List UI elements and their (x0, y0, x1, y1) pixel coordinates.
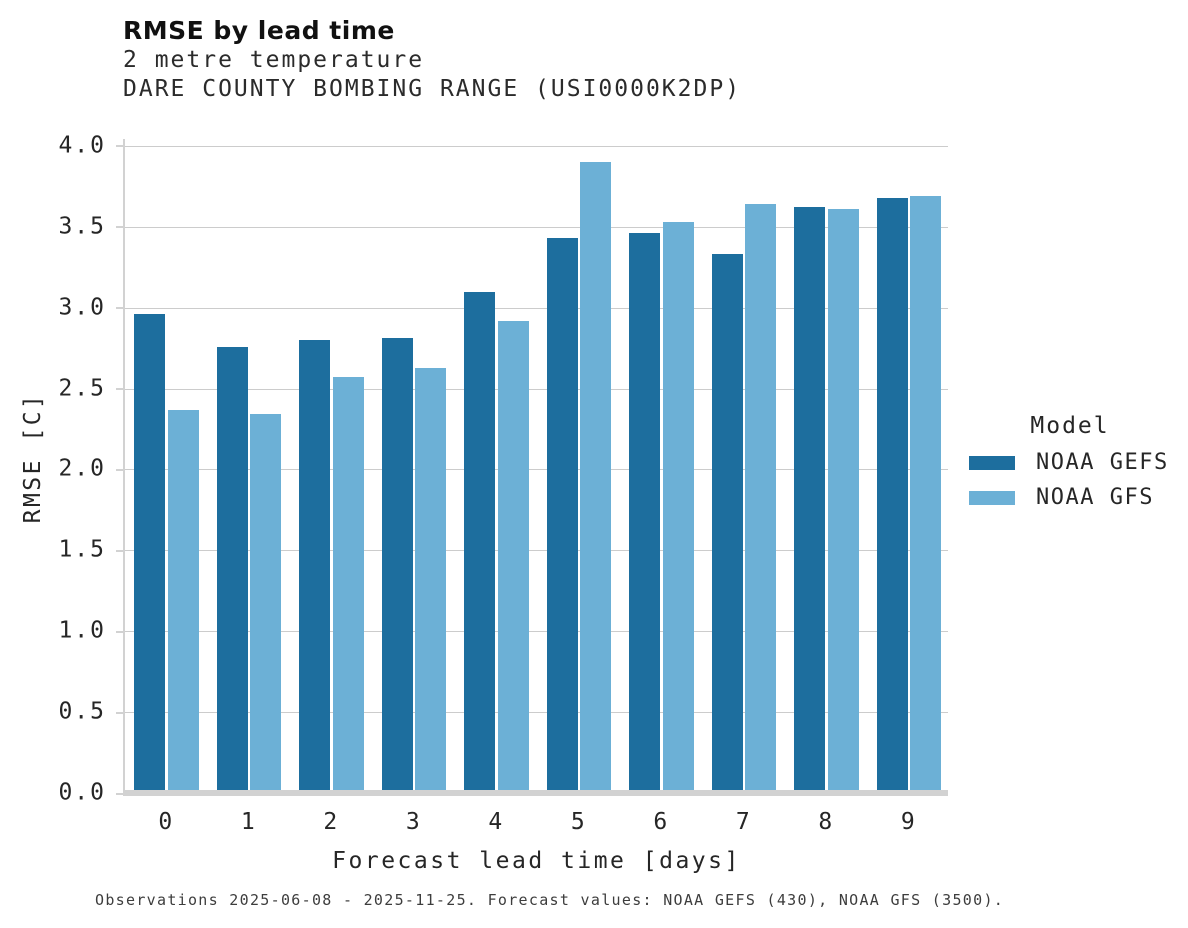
gridline (125, 550, 948, 552)
bar-noaa-gfs-lead-1 (250, 414, 281, 793)
y-tick-mark (116, 307, 123, 310)
x-tick-label: 8 (818, 809, 835, 835)
chart-subtitle-station: DARE COUNTY BOMBING RANGE (USI0000K2DP) (123, 76, 742, 102)
bar-noaa-gfs-lead-8 (827, 209, 859, 793)
bar-noaa-gfs-lead-2 (332, 377, 364, 793)
y-tick-label: 4.0 (58, 132, 106, 159)
bar-noaa-gfs-lead-7 (745, 204, 776, 793)
bar-noaa-gefs-lead-7 (711, 254, 743, 793)
bar-noaa-gfs-lead-4 (497, 320, 529, 793)
gridline (125, 631, 948, 633)
y-tick-mark (116, 226, 123, 229)
legend-item-label: NOAA GEFS (1036, 450, 1169, 475)
bar-noaa-gefs-lead-8 (794, 207, 825, 793)
bar-noaa-gefs-lead-3 (381, 338, 413, 793)
bar-noaa-gefs-lead-1 (216, 346, 248, 793)
x-tick-label: 3 (405, 809, 422, 835)
gridline (125, 388, 948, 390)
legend-swatch-icon (969, 455, 1015, 470)
bar-noaa-gefs-lead-0 (134, 314, 165, 793)
legend-item-label: NOAA GFS (1036, 485, 1154, 510)
y-tick-label: 1.5 (58, 536, 106, 563)
y-tick-label: 2.0 (58, 455, 106, 482)
bar-noaa-gefs-lead-9 (876, 197, 908, 793)
x-tick-label: 6 (653, 809, 670, 835)
y-tick-mark (116, 711, 123, 714)
y-tick-mark (116, 468, 123, 471)
y-tick-label: 0.5 (58, 698, 106, 725)
bar-noaa-gfs-lead-6 (662, 221, 694, 793)
bar-noaa-gefs-lead-5 (546, 238, 578, 793)
gridline (125, 307, 948, 309)
y-tick-label: 3.0 (58, 294, 106, 321)
x-tick-label: 7 (735, 809, 752, 835)
legend: Model NOAA GEFS NOAA GFS (964, 412, 1176, 515)
legend-title: Model (1030, 413, 1110, 439)
x-tick-label: 0 (158, 809, 175, 835)
x-tick-label: 4 (488, 809, 505, 835)
bar-noaa-gfs-lead-9 (910, 196, 941, 793)
caption: Observations 2025-06-08 - 2025-11-25. Fo… (95, 891, 1005, 909)
x-tick-label: 9 (900, 809, 917, 835)
y-tick-mark (116, 549, 123, 552)
bar-noaa-gefs-lead-6 (629, 233, 660, 793)
bar-noaa-gfs-lead-0 (167, 409, 199, 793)
y-tick-label: 0.0 (58, 779, 106, 806)
y-tick-label: 2.5 (58, 375, 106, 402)
legend-row: NOAA GFS (964, 480, 1176, 515)
x-tick-label: 5 (570, 809, 587, 835)
y-tick-label: 3.5 (58, 213, 106, 240)
x-axis-line (123, 790, 948, 796)
legend-row: NOAA GEFS (964, 445, 1176, 480)
chart-title: RMSE by lead time (123, 16, 395, 45)
y-tick-mark (116, 630, 123, 633)
chart-subtitle-variable: 2 metre temperature (123, 47, 425, 73)
bar-noaa-gefs-lead-4 (464, 291, 495, 793)
gridline (125, 712, 948, 714)
plot-area: Forecast lead time [days] 0.0 0.5 1.0 1.5 2.… (58, 132, 948, 874)
gridline (125, 145, 948, 147)
x-axis-title: Forecast lead time [days] (332, 848, 741, 874)
x-tick-label: 2 (323, 809, 340, 835)
gridline (125, 469, 948, 471)
y-tick-mark (116, 388, 123, 391)
chart-header: RMSE by lead time 2 metre temperature DA… (123, 16, 741, 104)
x-tick-label: 1 (240, 809, 257, 835)
gridline (125, 226, 948, 228)
y-axis-title: RMSE [C] (20, 392, 46, 524)
bar-noaa-gfs-lead-5 (580, 162, 611, 793)
y-tick-label: 1.0 (58, 617, 106, 644)
y-tick-mark (116, 792, 123, 795)
bar-noaa-gefs-lead-2 (299, 340, 330, 793)
legend-swatch-icon (969, 490, 1015, 505)
bar-noaa-gfs-lead-3 (415, 367, 446, 793)
y-tick-mark (116, 145, 123, 148)
